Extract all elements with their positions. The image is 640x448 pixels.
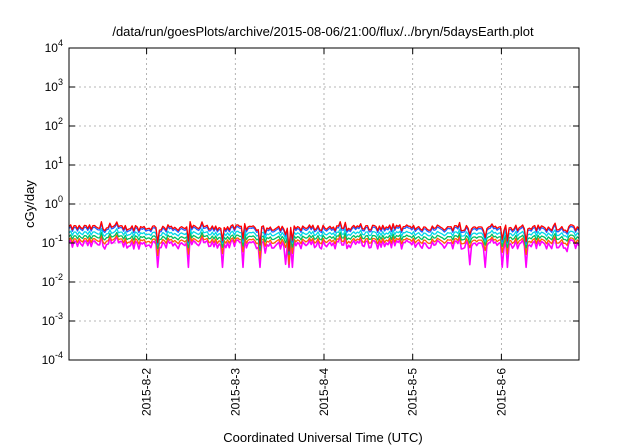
y-tick-label: 100 [45, 194, 63, 211]
x-axis-label: Coordinated Universal Time (UTC) [223, 430, 422, 445]
y-axis-label: cGy/day [22, 180, 37, 228]
x-tick-label: 2015-8-3 [228, 368, 242, 416]
y-tick-label: 10-3 [42, 311, 63, 328]
y-tick-label: 10-2 [42, 272, 63, 289]
y-tick-label: 10-4 [42, 350, 63, 367]
y-tick-label: 104 [45, 38, 63, 55]
y-tick-label: 103 [45, 77, 63, 94]
series-line [68, 227, 580, 252]
x-tick-label: 2015-8-2 [140, 368, 154, 416]
series-line [68, 231, 580, 256]
y-tick-label: 102 [45, 116, 63, 133]
x-tick-label: 2015-8-5 [406, 368, 420, 416]
series-line [68, 235, 580, 269]
chart-title: /data/run/goesPlots/archive/2015-08-06/2… [112, 24, 534, 39]
plot-area [68, 221, 580, 269]
series-line [68, 222, 580, 254]
x-tick-label: 2015-8-6 [494, 368, 508, 416]
series-line [68, 234, 580, 265]
x-tick-label: 2015-8-4 [317, 368, 331, 416]
axis-ticks: 10-4 10-3 10-2 10-1 100 101 102 103 104 2015-8-2 2… [42, 38, 579, 416]
y-tick-label: 101 [45, 155, 63, 172]
series-line [68, 221, 580, 252]
grid [69, 48, 579, 360]
y-tick-label: 10-1 [42, 233, 63, 250]
